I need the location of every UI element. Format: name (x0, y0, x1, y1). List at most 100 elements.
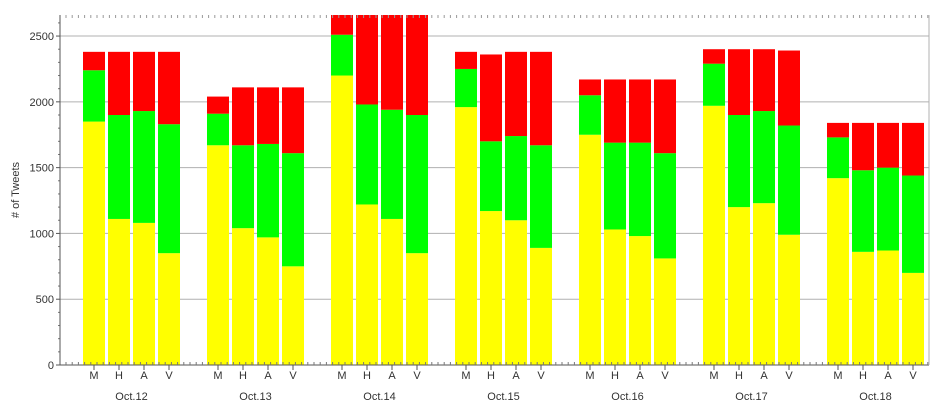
group-label: Oct.15 (487, 391, 519, 403)
bar-segment (480, 211, 502, 365)
bar-segment (902, 272, 924, 365)
bar-segment (356, 104, 378, 205)
bar-segment (703, 105, 725, 365)
bar-segment (158, 51, 180, 125)
bar-label: H (239, 370, 247, 382)
bar-label: A (636, 370, 644, 382)
bar-segment (207, 113, 229, 146)
y-tick-label: 2500 (30, 31, 54, 43)
y-axis-label: # of Tweets (10, 161, 22, 218)
bar-segment (902, 122, 924, 176)
group-label: Oct.12 (115, 391, 147, 403)
group-label: Oct.17 (735, 391, 767, 403)
bar-segment (282, 87, 304, 154)
bar-segment (852, 170, 874, 252)
y-tick-label: 2000 (30, 97, 54, 109)
bar-segment (406, 15, 428, 115)
bar-segment (827, 178, 849, 365)
bar-segment (530, 51, 552, 146)
bar-label: V (165, 370, 173, 382)
bar-segment (455, 107, 477, 366)
bar-segment (455, 51, 477, 69)
bar-label: A (512, 370, 520, 382)
bar-segment (505, 136, 527, 221)
bar-segment (877, 122, 899, 168)
bar-label: V (661, 370, 669, 382)
bar-segment (530, 145, 552, 248)
bar-label: M (337, 370, 346, 382)
bar-label: V (289, 370, 297, 382)
bar-label: H (363, 370, 371, 382)
bar-segment (207, 96, 229, 114)
bar-segment (257, 237, 279, 365)
axes (56, 15, 930, 370)
bar-segment (530, 247, 552, 365)
bar-segment (257, 143, 279, 238)
bar-label: H (115, 370, 123, 382)
bar-segment (778, 234, 800, 365)
bar-segment (703, 63, 725, 106)
bar-segment (579, 134, 601, 365)
bar-segment (108, 115, 130, 219)
bar-label: A (884, 370, 892, 382)
bar-segment (728, 115, 750, 208)
bar-segment (282, 266, 304, 365)
bar-segment (852, 122, 874, 171)
bar-label: H (735, 370, 743, 382)
bar-segment (604, 229, 626, 365)
y-tick-label: 1500 (30, 163, 54, 175)
bar-label: A (388, 370, 396, 382)
bar-label: H (859, 370, 867, 382)
bar-segment (108, 51, 130, 115)
bar-segment (83, 121, 105, 365)
bar-segment (778, 50, 800, 126)
bar-segment (406, 253, 428, 365)
bar-label: M (461, 370, 470, 382)
bar-segment (232, 228, 254, 365)
bar-segment (703, 49, 725, 64)
bar-segment (629, 236, 651, 365)
bar-segment (381, 109, 403, 219)
bar-segment (728, 207, 750, 365)
bar-segment (108, 218, 130, 365)
bar-label: A (264, 370, 272, 382)
bar-segment (381, 218, 403, 365)
bar-segment (232, 145, 254, 229)
bars (83, 15, 924, 366)
group-label: Oct.13 (239, 391, 271, 403)
bar-segment (356, 15, 378, 105)
bar-segment (331, 15, 353, 35)
bar-segment (356, 204, 378, 365)
bar-segment (753, 111, 775, 204)
group-label: Oct.16 (611, 391, 643, 403)
bar-label: M (833, 370, 842, 382)
bar-label: M (585, 370, 594, 382)
bar-segment (877, 167, 899, 251)
y-tick-label: 1000 (30, 228, 54, 240)
bar-segment (406, 115, 428, 254)
bar-label: H (611, 370, 619, 382)
bar-segment (158, 124, 180, 254)
bar-label: V (785, 370, 793, 382)
bar-segment (505, 51, 527, 137)
bar-segment (83, 51, 105, 71)
bar-label: M (89, 370, 98, 382)
bar-label: H (487, 370, 495, 382)
group-label: Oct.14 (363, 391, 395, 403)
bar-label: A (760, 370, 768, 382)
bar-segment (654, 258, 676, 365)
bar-segment (604, 142, 626, 230)
bar-segment (753, 203, 775, 365)
bar-segment (207, 145, 229, 365)
bar-segment (257, 87, 279, 144)
bar-label: V (413, 370, 421, 382)
bar-segment (232, 87, 254, 146)
bar-segment (654, 153, 676, 259)
bar-segment (282, 153, 304, 267)
bar-segment (381, 15, 403, 110)
bar-segment (579, 95, 601, 135)
bar-segment (331, 75, 353, 366)
bar-segment (604, 79, 626, 143)
bar-segment (852, 251, 874, 365)
